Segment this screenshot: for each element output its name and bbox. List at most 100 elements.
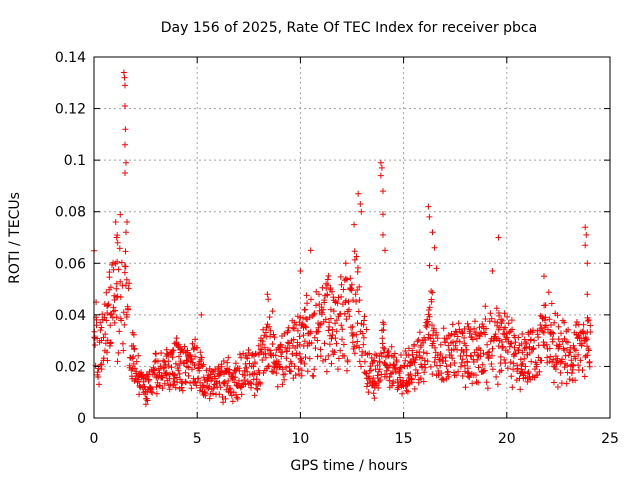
data-point (222, 395, 229, 402)
data-point (495, 234, 502, 241)
data-point (461, 334, 468, 341)
data-point (506, 343, 513, 350)
data-point (354, 320, 361, 327)
data-point (527, 336, 534, 343)
data-point (342, 297, 349, 304)
data-point (533, 361, 540, 368)
data-point (360, 341, 367, 348)
data-point (97, 361, 104, 368)
data-point (275, 358, 282, 365)
data-point (585, 347, 592, 354)
data-point (123, 276, 130, 283)
data-point (575, 351, 582, 358)
data-point (556, 341, 563, 348)
data-point (106, 274, 113, 281)
data-point (333, 340, 340, 347)
data-point (554, 384, 561, 390)
data-point (212, 366, 219, 373)
data-point (318, 311, 325, 318)
x-tick-label: 15 (395, 431, 413, 447)
data-point (333, 328, 340, 335)
data-point (523, 340, 530, 347)
data-point (146, 376, 153, 383)
data-point (311, 310, 318, 317)
data-point (122, 282, 129, 289)
data-point (229, 398, 236, 405)
data-point (371, 357, 378, 364)
data-point (203, 367, 210, 374)
data-point (158, 350, 165, 356)
data-point (428, 298, 435, 305)
data-point (363, 326, 370, 333)
data-point (194, 344, 201, 351)
data-point (220, 358, 227, 364)
data-point (391, 350, 398, 357)
data-point (417, 375, 424, 382)
data-point (480, 350, 487, 357)
data-point (228, 392, 235, 399)
data-point (251, 370, 258, 377)
data-point (178, 384, 185, 391)
data-point (457, 363, 464, 370)
data-point (196, 387, 203, 394)
data-point (232, 360, 239, 367)
data-point (373, 382, 380, 389)
data-point (304, 300, 310, 307)
data-point (351, 256, 358, 263)
data-point (455, 368, 462, 375)
data-point (112, 307, 118, 314)
data-point (166, 386, 173, 393)
data-point (107, 339, 114, 346)
data-point (486, 348, 493, 355)
data-point (252, 360, 258, 367)
data-point (447, 362, 454, 368)
data-point (507, 359, 514, 366)
data-point (266, 323, 273, 330)
data-point (572, 347, 579, 354)
data-point (521, 355, 528, 362)
data-point (455, 320, 462, 327)
data-point (126, 280, 133, 287)
data-point (322, 356, 329, 363)
y-tick-label: 0 (77, 411, 86, 427)
data-point (314, 329, 320, 335)
data-point (269, 341, 276, 347)
data-point (126, 362, 133, 369)
data-point (393, 358, 400, 365)
data-point (291, 325, 298, 332)
data-point (575, 362, 582, 369)
data-point (442, 339, 449, 346)
data-point (351, 350, 358, 357)
data-point (414, 370, 421, 377)
data-point (501, 310, 508, 317)
data-point (173, 335, 180, 342)
data-point (124, 219, 130, 225)
data-point (107, 284, 114, 291)
data-point (281, 330, 288, 337)
data-point (544, 354, 551, 361)
data-point (310, 311, 317, 318)
data-point (473, 329, 479, 336)
data-point (577, 357, 584, 364)
data-point (354, 338, 361, 345)
data-point (136, 382, 143, 389)
data-point (183, 363, 190, 370)
data-point (584, 352, 591, 359)
data-point (343, 316, 350, 323)
data-point (271, 334, 278, 341)
data-point (171, 371, 177, 378)
data-point (380, 188, 386, 195)
data-point (420, 378, 427, 385)
data-point (310, 373, 317, 380)
data-point (109, 314, 116, 321)
data-point (181, 343, 188, 350)
data-point (103, 317, 110, 324)
data-point (353, 331, 360, 338)
data-point (136, 391, 143, 398)
data-point (206, 395, 213, 402)
data-point (531, 337, 538, 344)
data-point (572, 377, 579, 384)
data-point (344, 276, 350, 283)
data-point (339, 326, 346, 333)
data-point (293, 350, 300, 357)
